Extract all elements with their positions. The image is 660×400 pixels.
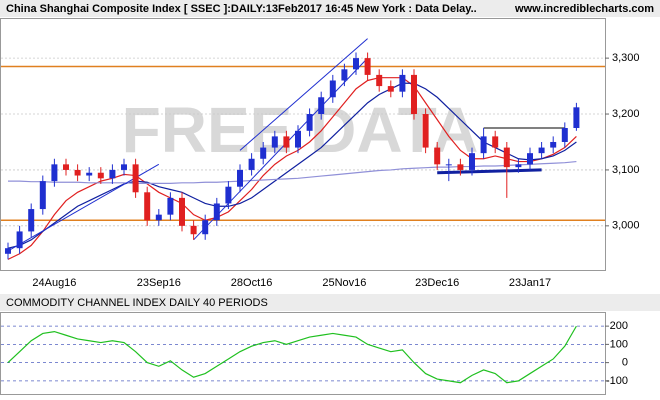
candle-body: [399, 74, 406, 92]
candle-body: [411, 74, 417, 115]
candle-body: [202, 220, 209, 235]
candle-body: [39, 181, 46, 210]
y-tick-label: 3,100: [612, 164, 640, 176]
trend-line: [239, 38, 368, 151]
candle-body: [74, 169, 81, 176]
trend-line: [193, 57, 368, 241]
x-tick-label: 28Oct16: [231, 277, 273, 289]
candle-body: [167, 197, 174, 215]
y-tick-label: 100: [610, 338, 628, 350]
candle-body: [329, 80, 336, 98]
candle-body: [295, 130, 301, 148]
site: www.incrediblecharts.com: [514, 3, 654, 15]
candle-body: [16, 231, 23, 249]
price-panel: [0, 18, 606, 271]
cci-title-bar: [0, 294, 660, 311]
x-tick-label: 25Nov16: [322, 277, 366, 289]
y-tick-label: 0: [622, 357, 628, 369]
cci-panel: [0, 312, 606, 395]
trend-line: [437, 168, 542, 175]
watermark: FREE DATA: [122, 94, 479, 166]
line: [7, 325, 577, 384]
candle-body: [387, 86, 394, 92]
line: [8, 160, 577, 184]
candle-body: [515, 164, 522, 168]
y-tick-label: -100: [606, 375, 628, 387]
candle-body: [155, 214, 162, 221]
candle-body: [237, 169, 243, 187]
candle-body: [469, 153, 475, 170]
cci-title: COMMODITY CHANNEL INDEX DAILY 40 PERIODS: [6, 297, 268, 309]
line: [7, 77, 577, 260]
candle-body: [538, 147, 545, 154]
candle-body: [190, 225, 197, 235]
chart-title: China Shanghai Composite Index [ SSEC ]:…: [6, 3, 477, 15]
candle-body: [503, 147, 510, 168]
y-tick-label: 3,200: [612, 108, 640, 120]
candle-body: [28, 209, 35, 232]
candle-body: [318, 97, 325, 115]
candle-body: [51, 164, 58, 182]
candle-body: [283, 136, 290, 148]
x-tick-label: 23Dec16: [415, 277, 459, 289]
candle-body: [109, 169, 116, 179]
x-tick-label: 23Sep16: [137, 277, 181, 289]
candle-body: [457, 164, 464, 170]
y-tick-label: 200: [610, 320, 628, 332]
candle-body: [225, 186, 232, 204]
candle-body: [353, 58, 359, 70]
candle-body: [179, 197, 185, 226]
candle-body: [364, 58, 371, 75]
candle-body: [527, 153, 533, 165]
candle-body: [97, 172, 104, 179]
x-tick-label: 23Jan17: [509, 277, 551, 289]
candle-body: [561, 128, 568, 142]
candle-body: [121, 164, 127, 170]
candle-body: [248, 158, 255, 170]
candle-body: [573, 107, 580, 129]
title-bar: [0, 0, 660, 17]
candle-body: [341, 69, 348, 81]
candle-body: [550, 141, 557, 148]
candle-body: [271, 136, 278, 148]
candle-body: [376, 74, 383, 87]
candle-body: [306, 114, 313, 131]
candle-body: [144, 192, 151, 221]
candle-body: [434, 147, 441, 165]
candle-body: [422, 114, 429, 148]
candle-body: [86, 172, 93, 176]
candle-body: [132, 164, 139, 193]
candle-body: [260, 147, 267, 159]
candle-body: [63, 164, 69, 170]
x-tick-label: 24Aug16: [32, 277, 76, 289]
y-tick-label: 3,300: [612, 52, 640, 64]
candle-body: [5, 248, 11, 254]
y-tick-label: 3,000: [612, 220, 640, 232]
candle-body: [213, 203, 220, 221]
candle-body: [445, 164, 452, 166]
candle-body: [480, 136, 487, 154]
candle-body: [492, 136, 499, 148]
